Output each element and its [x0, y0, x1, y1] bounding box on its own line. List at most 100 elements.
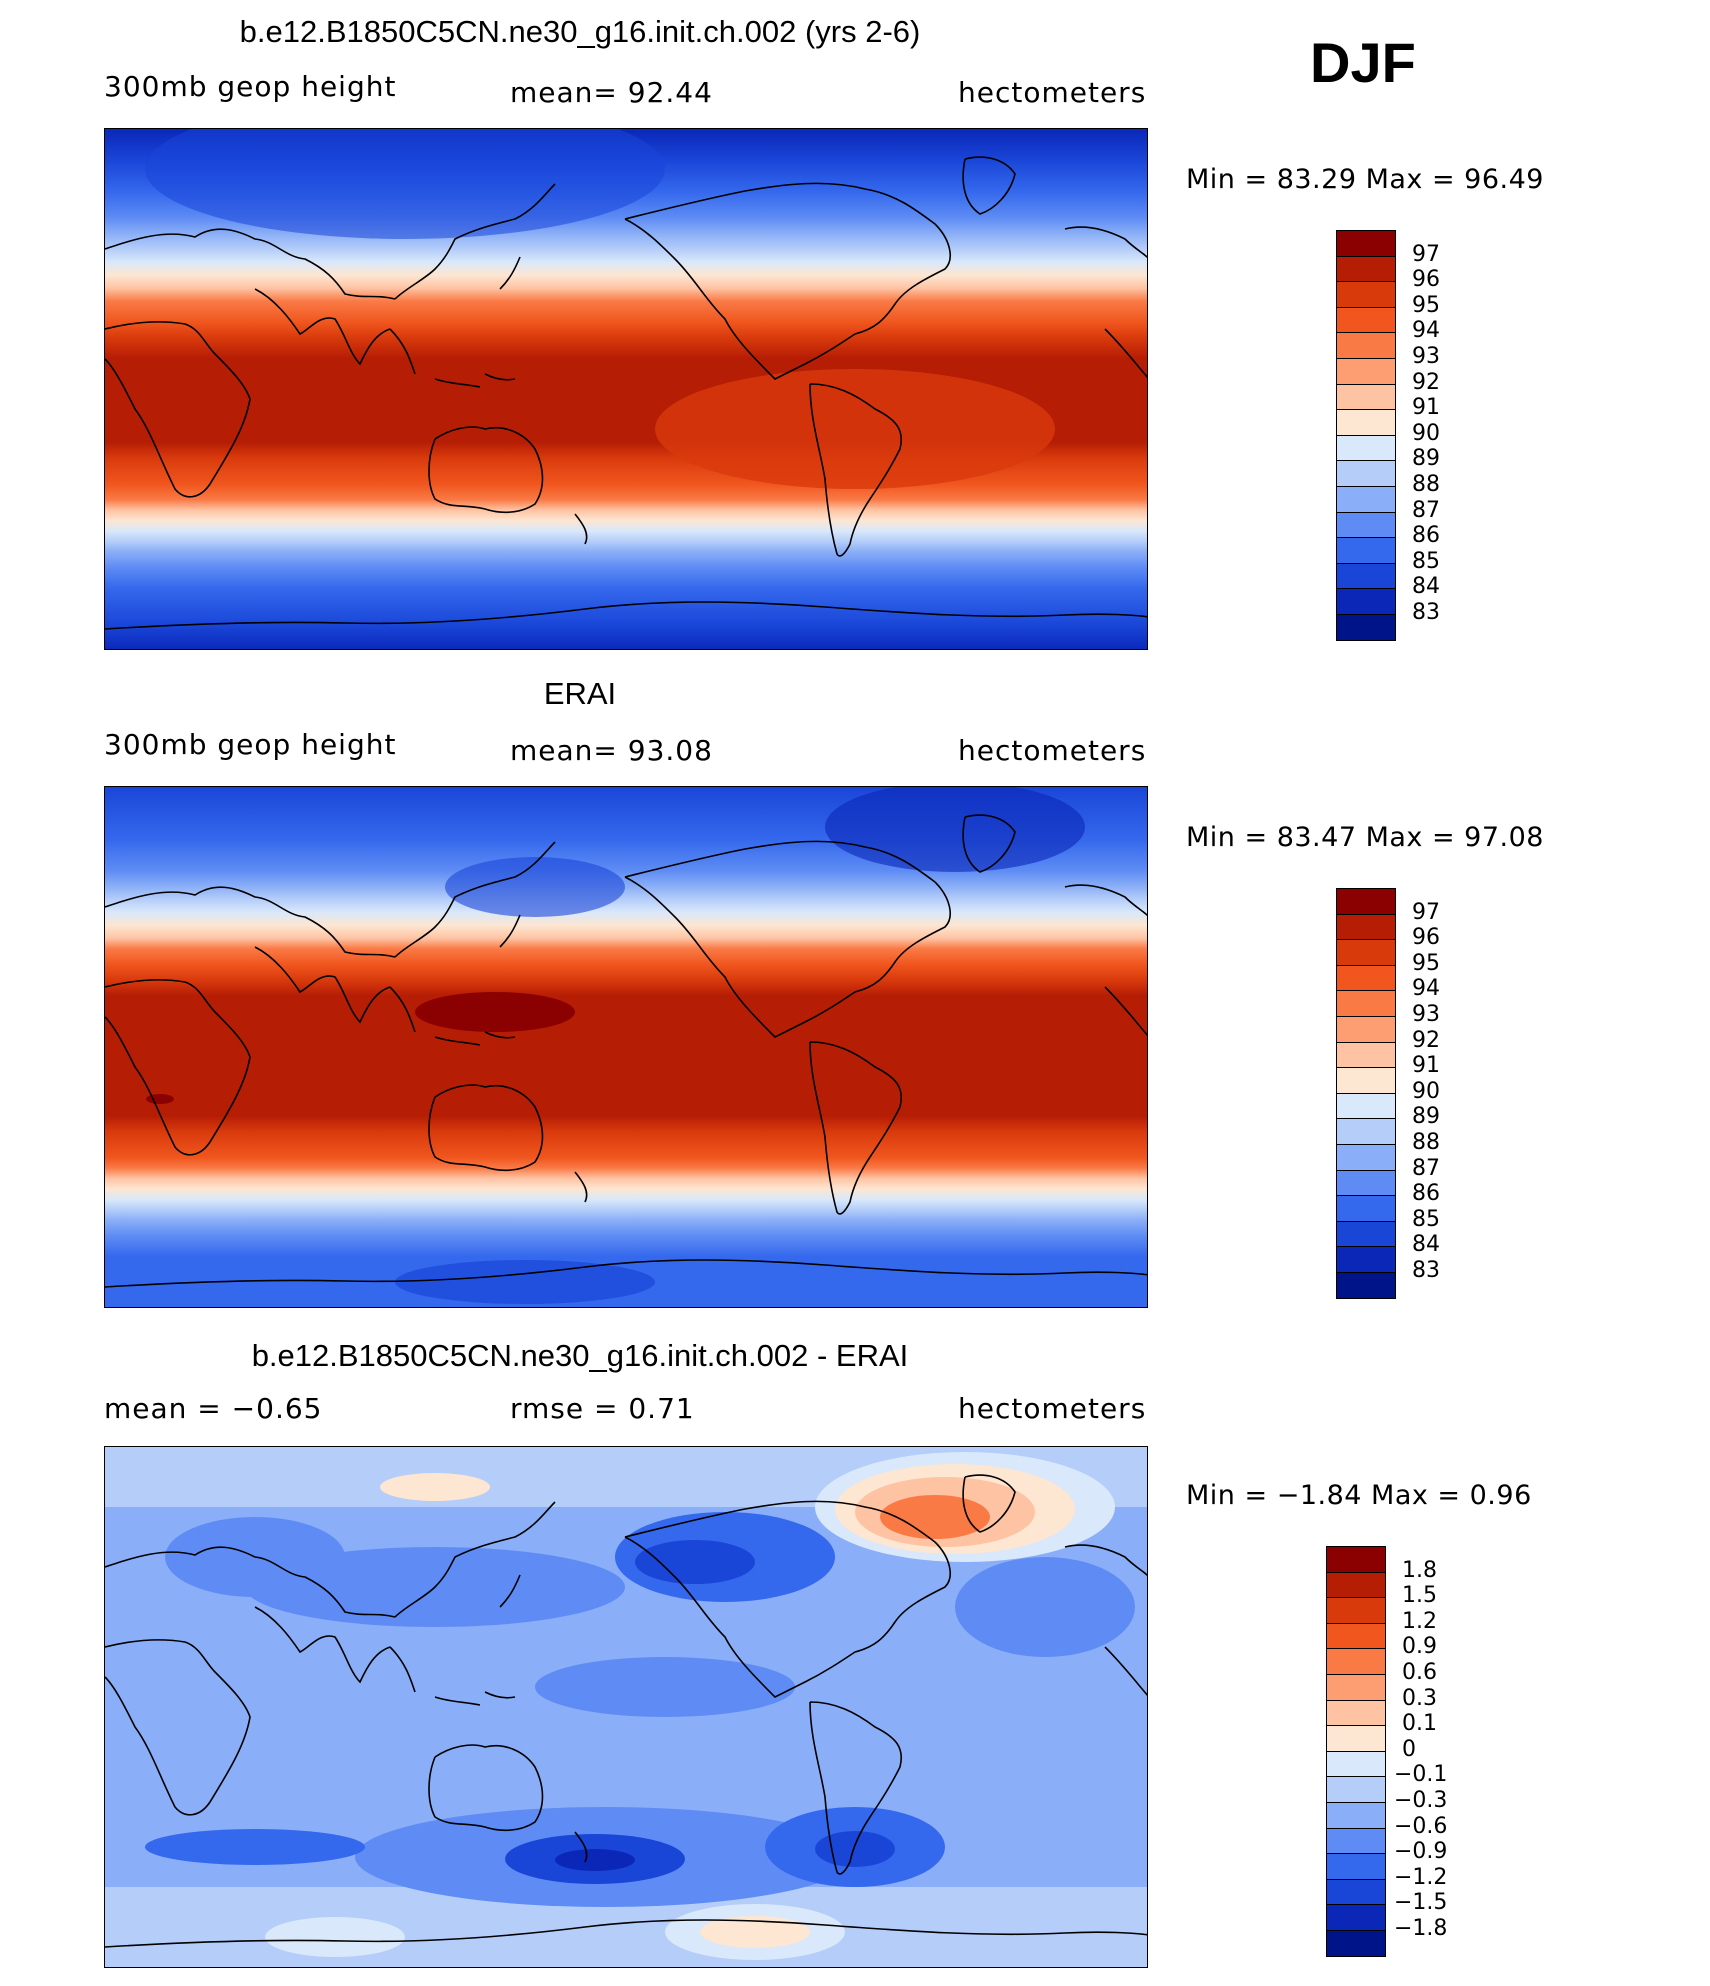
- coastline: [105, 1259, 1147, 1288]
- colorbar-tick-label: −0.9: [1394, 1839, 1448, 1865]
- coastline: [254, 946, 391, 1024]
- panel-2-units-label: hectometers: [958, 734, 1147, 767]
- colorbar-box: [1336, 588, 1396, 615]
- colorbar-tick-label: 89: [1412, 1104, 1440, 1130]
- coastline: [428, 426, 544, 514]
- panel-2-map: [104, 786, 1148, 1308]
- colorbar-box: [1336, 562, 1396, 590]
- colorbar-tick-label: 84: [1412, 574, 1440, 600]
- colorbar-box: [1336, 358, 1396, 385]
- colorbar-tick-label: 96: [1412, 267, 1440, 293]
- coastline: [574, 1171, 588, 1203]
- colorbar-tick-label: 90: [1412, 420, 1440, 446]
- colorbar-tick-label: −0.3: [1394, 1788, 1448, 1813]
- colorbar-box: [1336, 888, 1396, 915]
- coastline: [254, 1606, 391, 1684]
- colorbar-tick-label: 89: [1412, 446, 1440, 472]
- coastline: [499, 914, 521, 948]
- coastline: [105, 601, 1147, 630]
- colorbar-box: [1336, 913, 1396, 941]
- colorbar-tick-label: 92: [1412, 1027, 1440, 1053]
- colorbar-tick-label: −0.6: [1394, 1813, 1448, 1839]
- colorbar-box: [1336, 1195, 1396, 1222]
- colorbar-tick-label: −0.1: [1394, 1762, 1448, 1788]
- colorbar-box: [1336, 281, 1396, 308]
- coastline: [962, 1474, 1016, 1533]
- colorbar-tick-label: −1.8: [1394, 1916, 1448, 1941]
- panel-3-mean-label: mean = −0.65: [104, 1392, 323, 1425]
- colorbar-box: [1326, 1827, 1386, 1855]
- colorbar-box: [1326, 1725, 1386, 1752]
- colorbar-tick-label: 91: [1412, 395, 1440, 421]
- colorbar-box: [1336, 332, 1396, 359]
- colorbar-box: [1336, 1220, 1396, 1248]
- panel-1-mean-label: mean= 92.44: [510, 76, 713, 109]
- coastline: [809, 383, 902, 557]
- panel-3-contour-field: [105, 1447, 1147, 1967]
- colorbar-box: [1336, 306, 1396, 334]
- colorbar-tick-label: 83: [1412, 1258, 1440, 1283]
- colorbar-box: [1326, 1776, 1386, 1803]
- coastline: [809, 1041, 902, 1215]
- colorbar-tick-label: 92: [1412, 369, 1440, 395]
- colorbar-box: [1336, 1041, 1396, 1069]
- coastline: [962, 814, 1016, 873]
- colorbar-box: [1336, 964, 1396, 992]
- coastline: [105, 886, 396, 958]
- coastline: [624, 840, 951, 1038]
- coastline: [389, 986, 516, 1046]
- colorbar-box: [1326, 1674, 1386, 1701]
- colorbar-tick-label: 96: [1412, 925, 1440, 951]
- panel-1-units-label: hectometers: [958, 76, 1147, 109]
- colorbar-box: [1336, 460, 1396, 487]
- colorbar-tick-label: 0: [1402, 1736, 1416, 1762]
- colorbar-box: [1336, 255, 1396, 283]
- colorbar-box: [1336, 1092, 1396, 1120]
- colorbar-box: [1336, 990, 1396, 1017]
- panel-3-rmse-label: rmse = 0.71: [510, 1392, 695, 1425]
- colorbar-tick-label: 91: [1412, 1053, 1440, 1079]
- coastline: [394, 841, 556, 958]
- coastline: [1104, 328, 1147, 378]
- colorbar-tick-label: 1.5: [1402, 1583, 1437, 1609]
- coastline: [105, 321, 251, 498]
- colorbar-box: [1326, 1904, 1386, 1931]
- colorbar-tick-label: 85: [1412, 548, 1440, 574]
- colorbar-box: [1326, 1546, 1386, 1573]
- coastline: [105, 979, 251, 1156]
- coastline: [105, 228, 396, 300]
- panel-1-contour-field: [105, 129, 1147, 649]
- colorbar-tick-label: −1.5: [1394, 1890, 1448, 1916]
- coastline: [394, 183, 556, 300]
- panel-3-units-label: hectometers: [958, 1392, 1147, 1425]
- coastline: [254, 288, 391, 366]
- colorbar-tick-label: 0.9: [1402, 1634, 1437, 1660]
- colorbar-box: [1336, 434, 1396, 462]
- panel-2-title: ERAI: [543, 676, 617, 711]
- colorbar-tick-label: 94: [1412, 318, 1440, 344]
- coastline: [962, 156, 1016, 215]
- coastline: [389, 328, 516, 388]
- colorbar-tick-label: 87: [1412, 1155, 1440, 1181]
- colorbar-tick-label: 97: [1412, 899, 1440, 925]
- colorbar-box: [1336, 486, 1396, 513]
- colorbar-box: [1336, 1118, 1396, 1145]
- coastline: [389, 1646, 516, 1706]
- colorbar-box: [1326, 1648, 1386, 1675]
- colorbar-box: [1336, 1169, 1396, 1197]
- coastline: [105, 1546, 396, 1618]
- panel-3-title: b.e12.B1850C5CN.ne30_g16.init.ch.002 - E…: [251, 1338, 909, 1373]
- colorbar-box: [1326, 1853, 1386, 1880]
- coastline: [624, 1500, 951, 1698]
- colorbar-box: [1326, 1930, 1386, 1957]
- colorbar-tick-label: 88: [1412, 472, 1440, 497]
- colorbar-tick-label: 83: [1412, 600, 1440, 625]
- coastline: [105, 1639, 251, 1816]
- colorbar-box: [1336, 1144, 1396, 1171]
- coastline: [1064, 1544, 1147, 1577]
- coastline: [809, 1701, 902, 1875]
- colorbar-box: [1336, 1246, 1396, 1273]
- colorbar-box: [1336, 1067, 1396, 1094]
- colorbar-tick-label: 95: [1412, 950, 1440, 976]
- panel-1-map: [104, 128, 1148, 650]
